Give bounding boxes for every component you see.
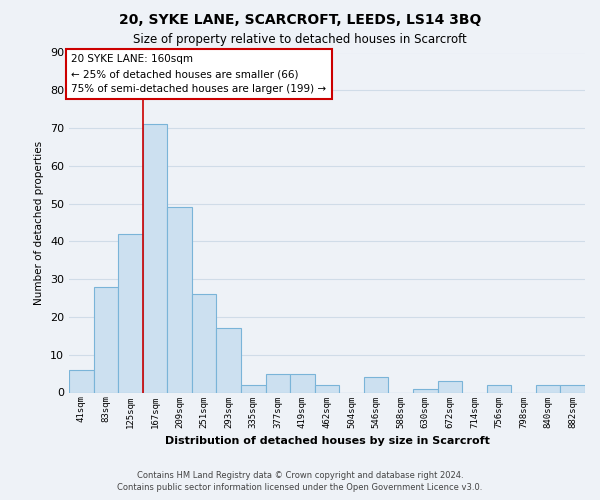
Text: Size of property relative to detached houses in Scarcroft: Size of property relative to detached ho… <box>133 32 467 46</box>
Y-axis label: Number of detached properties: Number of detached properties <box>34 140 44 304</box>
Bar <box>437 381 462 392</box>
Bar <box>364 378 388 392</box>
Text: 20 SYKE LANE: 160sqm
← 25% of detached houses are smaller (66)
75% of semi-detac: 20 SYKE LANE: 160sqm ← 25% of detached h… <box>71 54 326 94</box>
Bar <box>192 294 217 392</box>
Bar <box>94 286 118 393</box>
Bar <box>241 385 266 392</box>
Bar <box>487 385 511 392</box>
Bar <box>413 388 437 392</box>
Bar <box>217 328 241 392</box>
Bar <box>143 124 167 392</box>
Bar <box>167 208 192 392</box>
Bar <box>69 370 94 392</box>
Bar <box>290 374 315 392</box>
Bar <box>118 234 143 392</box>
Text: 20, SYKE LANE, SCARCROFT, LEEDS, LS14 3BQ: 20, SYKE LANE, SCARCROFT, LEEDS, LS14 3B… <box>119 12 481 26</box>
Bar <box>560 385 585 392</box>
Bar <box>266 374 290 392</box>
Bar <box>315 385 339 392</box>
X-axis label: Distribution of detached houses by size in Scarcroft: Distribution of detached houses by size … <box>164 436 490 446</box>
Bar <box>536 385 560 392</box>
Text: Contains HM Land Registry data © Crown copyright and database right 2024.
Contai: Contains HM Land Registry data © Crown c… <box>118 471 482 492</box>
